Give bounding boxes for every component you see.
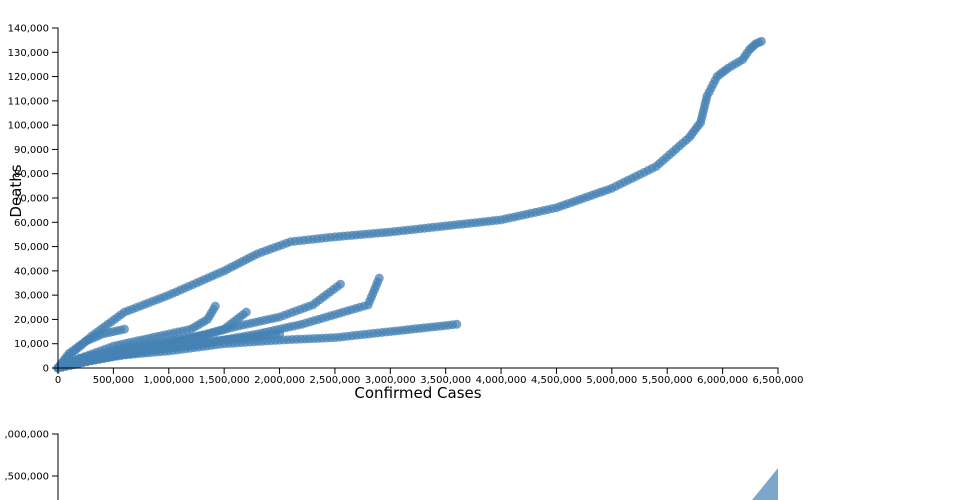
second-area xyxy=(752,468,778,500)
x-tick-label: 4,500,000 xyxy=(531,375,582,386)
scatter-point xyxy=(210,301,220,311)
y-tick: 120,000 xyxy=(8,72,58,83)
x-tick-label: 4,000,000 xyxy=(476,375,527,386)
scatter-point xyxy=(119,324,129,334)
x-tick: 5,500,000 xyxy=(642,368,693,386)
x-tick-label: 2,000,000 xyxy=(254,375,305,386)
y-tick-label: 0 xyxy=(43,364,49,375)
y-tick: 80,000 xyxy=(14,169,58,180)
scatter-point xyxy=(241,307,251,317)
x-tick: 1,000,000 xyxy=(143,368,194,386)
second-area-chart: ,000,000 ,500,000 xyxy=(4,430,778,500)
scatter-point xyxy=(452,319,462,329)
y-tick-label: 90,000 xyxy=(14,145,49,156)
y-tick: 110,000 xyxy=(8,96,58,107)
x-tick: 1,500,000 xyxy=(199,368,250,386)
y-tick-label: 120,000 xyxy=(8,72,49,83)
y-tick-label: 20,000 xyxy=(14,315,49,326)
y-tick: 30,000 xyxy=(14,291,58,302)
x-axis: 0 500,000 1,000,000 1,500,000 2,000,000 2,500… xyxy=(55,367,804,386)
y-tick: 50,000 xyxy=(14,242,58,253)
second-y-axis: ,000,000 ,500,000 xyxy=(4,430,59,500)
x-tick-label: 1,500,000 xyxy=(199,375,250,386)
x-tick: 2,000,000 xyxy=(254,368,305,386)
y-tick: 100,000 xyxy=(8,121,58,132)
main-scatter-chart: 0 500,000 1,000,000 1,500,000 2,000,000 2,500… xyxy=(7,24,803,403)
y-tick-label: 50,000 xyxy=(14,242,49,253)
x-tick-label: 6,500,000 xyxy=(753,375,804,386)
scatter-point xyxy=(374,273,384,283)
x-tick: 0 xyxy=(55,368,61,386)
y-tick-label: 100,000 xyxy=(8,121,49,132)
x-tick: 6,500,000 xyxy=(753,368,804,386)
y-tick: 70,000 xyxy=(14,194,58,205)
x-tick-label: 3,000,000 xyxy=(365,375,416,386)
x-axis-label: Confirmed Cases xyxy=(354,384,481,402)
x-axis-line xyxy=(57,367,779,374)
y-tick: 140,000 xyxy=(8,24,58,35)
second-y-tick: ,000,000 xyxy=(4,430,58,441)
x-tick: 4,000,000 xyxy=(476,368,527,386)
y-tick: 90,000 xyxy=(14,145,58,156)
y-tick-label: 30,000 xyxy=(14,291,49,302)
y-tick: 0 xyxy=(43,364,58,375)
x-tick-label: 0 xyxy=(55,375,61,386)
y-tick-label: 110,000 xyxy=(8,96,49,107)
x-tick-label: 6,000,000 xyxy=(697,375,748,386)
y-axis-label: Deaths xyxy=(7,164,25,217)
scatter-point xyxy=(197,330,207,340)
y-tick-label: 130,000 xyxy=(8,48,49,59)
scatter-point xyxy=(275,329,285,339)
x-tick-label: 5,500,000 xyxy=(642,375,693,386)
x-tick-label: 3,500,000 xyxy=(420,375,471,386)
x-tick: 500,000 xyxy=(93,368,134,386)
scatter-point xyxy=(335,279,345,289)
second-y-tick: ,500,000 xyxy=(4,472,58,483)
y-tick: 130,000 xyxy=(8,48,58,59)
x-tick-label: 2,500,000 xyxy=(309,375,360,386)
scatter-point xyxy=(756,36,766,46)
y-tick-label: 40,000 xyxy=(14,266,49,277)
x-tick: 4,500,000 xyxy=(531,368,582,386)
x-tick: 3,500,000 xyxy=(420,368,471,386)
x-tick: 2,500,000 xyxy=(309,368,360,386)
y-tick: 10,000 xyxy=(14,339,58,350)
y-axis: 0 10,000 20,000 30,000 40,000 50,000 60,000 70,… xyxy=(8,24,59,375)
scatter-points xyxy=(53,36,766,373)
x-tick-label: 500,000 xyxy=(93,375,134,386)
y-tick: 40,000 xyxy=(14,266,58,277)
y-tick: 60,000 xyxy=(14,218,58,229)
y-tick-label: 140,000 xyxy=(8,24,49,35)
y-tick-label: 60,000 xyxy=(14,218,49,229)
y-tick: 20,000 xyxy=(14,315,58,326)
y-tick-label: 80,000 xyxy=(14,169,49,180)
second-y-tick-label: ,500,000 xyxy=(4,472,49,483)
x-tick-label: 1,000,000 xyxy=(143,375,194,386)
x-tick: 5,000,000 xyxy=(586,368,637,386)
y-tick-label: 10,000 xyxy=(14,339,49,350)
x-tick: 3,000,000 xyxy=(365,368,416,386)
y-tick-label: 70,000 xyxy=(14,194,49,205)
x-tick: 6,000,000 xyxy=(697,368,748,386)
second-y-axis-line xyxy=(52,433,59,500)
x-tick-label: 5,000,000 xyxy=(586,375,637,386)
second-y-tick-label: ,000,000 xyxy=(4,430,49,441)
